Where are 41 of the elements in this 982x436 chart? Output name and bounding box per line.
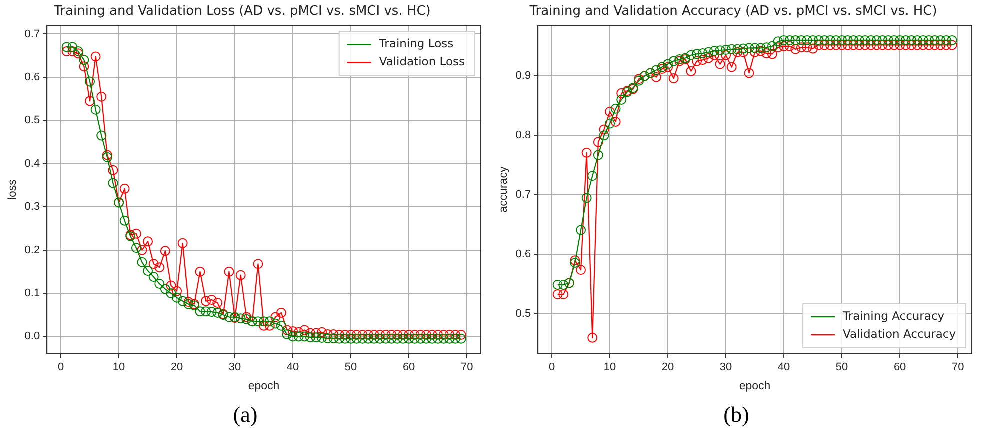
x-tick-label: 10 (112, 362, 126, 374)
y-tick-label: 0.5 (516, 308, 532, 320)
legend-label: Validation Loss (379, 54, 466, 69)
x-tick-label: 40 (286, 362, 300, 374)
legend-label: Training Accuracy (842, 308, 945, 323)
y-tick-label: 0.6 (516, 248, 532, 261)
x-tick-label: 10 (604, 362, 616, 374)
x-tick-label: 40 (778, 362, 790, 374)
y-tick-label: 0.3 (24, 201, 40, 214)
x-tick-label: 50 (836, 362, 848, 374)
x-tick-label: 60 (402, 362, 416, 374)
legend-label: Training Loss (378, 36, 454, 51)
y-axis-title: accuracy (498, 166, 510, 213)
y-tick-label: 0.6 (24, 71, 40, 84)
x-tick-label: 20 (170, 362, 184, 374)
chart-title: Training and Validation Loss (AD vs. pMCI vs. sMCI vs. HC) (53, 4, 431, 20)
y-tick-label: 0.7 (516, 189, 532, 202)
x-tick-label: 60 (894, 362, 906, 374)
x-tick-label: 70 (952, 362, 964, 374)
x-axis-title: epoch (248, 380, 280, 392)
y-tick-label: 0.7 (24, 28, 40, 40)
text: (b) (722, 402, 750, 428)
y-tick-label: 0.9 (516, 70, 532, 82)
y-tick-label: 0.1 (24, 288, 40, 300)
x-tick-label: 50 (344, 362, 358, 374)
y-tick-label: 0.2 (24, 244, 40, 256)
x-tick-label: 20 (662, 362, 674, 374)
legend-label: Validation Accuracy (843, 326, 956, 341)
text: (a) (232, 402, 259, 428)
x-tick-label: 0 (548, 362, 556, 374)
x-tick-label: 70 (460, 362, 474, 374)
y-tick-label: 0.4 (24, 158, 40, 170)
x-tick-label: 0 (58, 362, 64, 374)
chart-title: Training and Validation Accuracy (AD vs. pMCI vs. sMCI vs. HC) (528, 4, 938, 20)
y-tick-label: 0.8 (516, 130, 532, 142)
x-tick-label: 30 (228, 362, 242, 374)
y-tick-label: 0.0 (24, 330, 40, 343)
x-tick-label: 30 (720, 362, 732, 374)
y-tick-label: 0.5 (24, 114, 40, 127)
x-axis-title: epoch (739, 380, 771, 392)
y-axis-title: loss (7, 179, 20, 200)
